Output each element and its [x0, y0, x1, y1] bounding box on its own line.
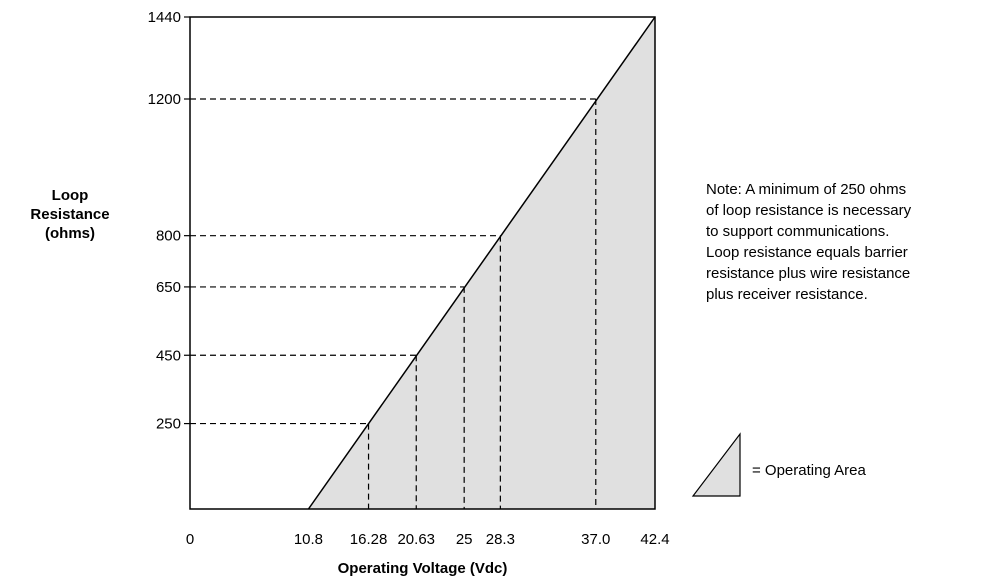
- note-line: Note: A minimum of 250 ohms: [706, 181, 907, 198]
- y-tick-label: 650: [156, 279, 181, 296]
- x-tick-label: 16.28: [350, 531, 388, 548]
- x-tick-label: 25: [456, 531, 473, 548]
- note-text: Note: A minimum of 250 ohms of loop resi…: [706, 179, 986, 305]
- y-axis-label-line: Loop: [51, 187, 89, 204]
- y-tick-label: 250: [156, 416, 181, 433]
- y-tick-label: 1200: [148, 91, 181, 108]
- y-axis-label-line: Resistance: [30, 206, 110, 223]
- note-line: resistance plus wire resistance: [706, 265, 911, 282]
- legend-swatch: [691, 432, 741, 497]
- x-tick-label: 20.63: [397, 531, 435, 548]
- plot-frame: [189, 16, 656, 510]
- y-tick-label: 450: [156, 347, 181, 364]
- x-tick-label: 28.3: [486, 531, 515, 548]
- y-tick-label: 1440: [148, 9, 181, 26]
- legend-label: = Operating Area: [752, 462, 866, 479]
- x-tick-label: 10.8: [294, 531, 323, 548]
- y-tick-label: 800: [156, 228, 181, 245]
- x-axis-label: Operating Voltage (Vdc): [337, 560, 508, 577]
- x-tick-label: 37.0: [581, 531, 610, 548]
- note-line: to support communications.: [706, 223, 890, 240]
- y-axis-label: Loop Resistance (ohms): [8, 186, 132, 243]
- note-line: Loop resistance equals barrier: [706, 244, 908, 261]
- boundary-line: [307, 16, 656, 510]
- note-line: plus receiver resistance.: [706, 286, 868, 303]
- y-axis-label-line: (ohms): [45, 225, 95, 242]
- x-tick-label: 42.4: [640, 531, 669, 548]
- x-tick-label: 0: [186, 531, 194, 548]
- note-line: of loop resistance is necessary: [706, 202, 912, 219]
